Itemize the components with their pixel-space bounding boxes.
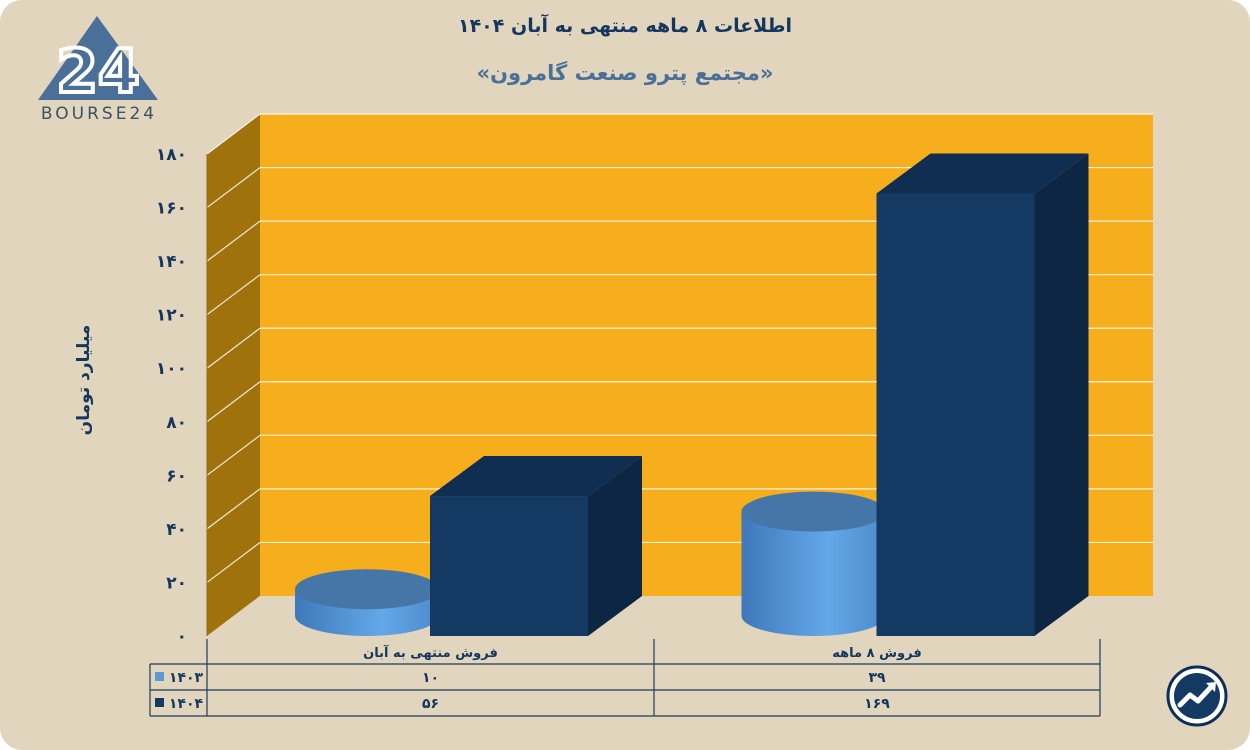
data-label: ۵۶ [422,696,439,712]
side-wall [207,114,260,636]
box-side [588,456,642,636]
gridline-side [206,274,261,316]
box-top [430,456,642,497]
legend-label: ۱۴۰۴ [169,696,204,712]
y-tick-label: ۶۰ [166,466,187,486]
gridline-side [206,488,261,530]
category-label: فروش ۸ ماهه [832,646,921,661]
gridline-side [206,220,261,262]
y-tick-label: ۰ [177,627,187,647]
box-front [430,496,588,636]
bar-series-1403-cat-0 [295,569,439,636]
gridline-side [206,434,261,476]
gridline-side [206,541,261,583]
legend-swatch [155,672,164,681]
y-tick-label: ۴۰ [166,520,187,540]
y-tick-label: ۸۰ [166,413,187,433]
y-tick-label: ۱۸۰ [156,145,187,165]
category-label: فروش منتهی به آبان [363,644,498,661]
gridline-side [206,167,261,209]
bourse24-logo: 24 [38,16,158,109]
chart-subtitle: «مجتمع پترو صنعت گامرون» [476,61,774,85]
y-tick-label: ۱۰۰ [156,359,187,379]
svg-text:24: 24 [56,37,140,107]
y-tick-label: ۱۴۰ [156,252,187,272]
legend-label: ۱۴۰۳ [169,670,204,686]
cylinder-top [295,569,439,610]
gridline-side [206,113,261,155]
box-side [1034,153,1089,636]
y-tick-label: ۱۲۰ [156,306,187,326]
trend-up-icon [1166,665,1228,727]
box-front [876,193,1035,636]
bar-series-1404-cat-1 [876,153,1089,636]
data-label: ۱۶۹ [864,696,890,712]
box-top [876,153,1089,194]
y-tick-label: ۲۰ [166,573,187,593]
bar-series-1403-cat-1 [741,491,886,636]
legend-swatch [155,698,164,707]
y-tick-label: ۱۶۰ [156,199,187,219]
gridline-side [206,381,261,423]
data-label: ۱۰ [422,670,439,686]
cylinder-top [741,491,886,532]
gridline-side [206,327,261,369]
logo-text: BOURSE24 [40,104,158,124]
bar-series-1404-cat-0 [430,456,642,636]
data-label: ۳۹ [868,670,886,686]
chart-title: اطلاعات ۸ ماهه منتهی به آبان ۱۴۰۴ [457,15,793,37]
cylinder-body [741,511,886,636]
